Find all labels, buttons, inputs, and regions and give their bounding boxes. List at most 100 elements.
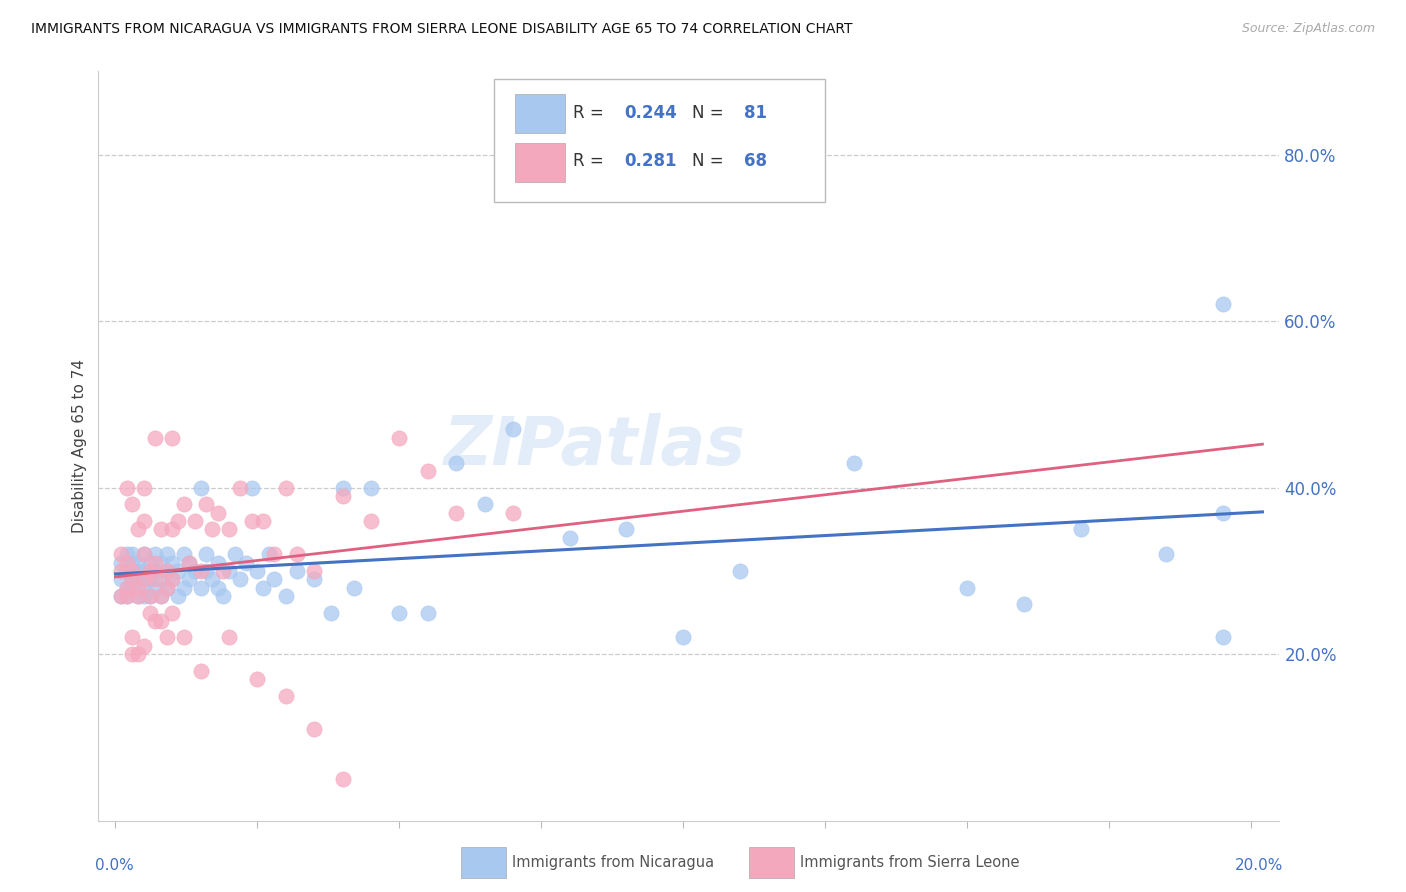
Point [149, 589, 172, 603]
Point [274, 481, 297, 495]
Point [155, 581, 177, 595]
Point [218, 522, 240, 536]
Point [257, 547, 280, 561]
Point [138, 589, 160, 603]
Point [121, 572, 143, 586]
Point [195, 547, 218, 561]
Point [1212, 297, 1234, 311]
Point [121, 647, 143, 661]
Point [143, 614, 166, 628]
Point [218, 564, 240, 578]
FancyBboxPatch shape [516, 143, 565, 181]
Point [121, 547, 143, 561]
Point [138, 556, 160, 570]
Point [1154, 547, 1177, 561]
Point [115, 581, 138, 595]
Point [218, 631, 240, 645]
Point [127, 556, 149, 570]
Point [302, 564, 325, 578]
Point [127, 647, 149, 661]
Point [115, 556, 138, 570]
Point [132, 589, 155, 603]
Text: N =: N = [693, 103, 730, 121]
Point [132, 514, 155, 528]
Point [173, 547, 195, 561]
Point [212, 589, 235, 603]
Point [332, 489, 354, 503]
Point [190, 481, 212, 495]
Text: 0.281: 0.281 [624, 153, 676, 170]
Point [115, 589, 138, 603]
Point [207, 556, 229, 570]
Point [143, 547, 166, 561]
Point [143, 431, 166, 445]
Point [184, 514, 207, 528]
Point [149, 572, 172, 586]
Point [360, 514, 382, 528]
Point [252, 581, 274, 595]
Point [132, 481, 155, 495]
Point [127, 581, 149, 595]
Point [138, 572, 160, 586]
Point [162, 572, 183, 586]
Point [302, 572, 325, 586]
Point [616, 522, 638, 536]
Point [127, 564, 149, 578]
Point [672, 631, 695, 645]
Point [207, 506, 229, 520]
Point [416, 464, 439, 478]
Point [115, 581, 138, 595]
Text: 68: 68 [744, 153, 768, 170]
Point [558, 531, 581, 545]
Point [127, 572, 149, 586]
Point [143, 556, 166, 570]
Point [1212, 506, 1234, 520]
Point [162, 522, 183, 536]
Point [132, 639, 155, 653]
Text: N =: N = [693, 153, 730, 170]
Point [127, 589, 149, 603]
Point [956, 581, 979, 595]
Point [121, 497, 143, 511]
Point [302, 722, 325, 736]
Point [240, 481, 263, 495]
Point [110, 547, 132, 561]
Point [115, 547, 138, 561]
Point [179, 556, 201, 570]
Point [229, 572, 252, 586]
Point [444, 456, 467, 470]
Point [110, 556, 132, 570]
Text: Source: ZipAtlas.com: Source: ZipAtlas.com [1241, 22, 1375, 36]
Point [343, 581, 366, 595]
Text: 81: 81 [744, 103, 768, 121]
Point [502, 422, 524, 436]
Point [285, 547, 308, 561]
Point [155, 581, 177, 595]
Point [246, 564, 269, 578]
Point [201, 572, 224, 586]
Point [110, 572, 132, 586]
Text: 0.244: 0.244 [624, 103, 676, 121]
Point [138, 589, 160, 603]
Point [155, 631, 177, 645]
Point [263, 547, 285, 561]
Point [155, 564, 177, 578]
Point [184, 564, 207, 578]
Point [332, 772, 354, 786]
Point [235, 556, 257, 570]
Point [173, 497, 195, 511]
Text: Immigrants from Sierra Leone: Immigrants from Sierra Leone [800, 855, 1019, 870]
Point [115, 589, 138, 603]
Point [173, 581, 195, 595]
Point [167, 589, 190, 603]
Point [388, 606, 411, 620]
Point [121, 581, 143, 595]
Point [201, 522, 224, 536]
Point [110, 564, 132, 578]
Point [121, 631, 143, 645]
Point [179, 556, 201, 570]
Point [321, 606, 343, 620]
Point [143, 572, 166, 586]
Point [132, 572, 155, 586]
Point [1212, 631, 1234, 645]
